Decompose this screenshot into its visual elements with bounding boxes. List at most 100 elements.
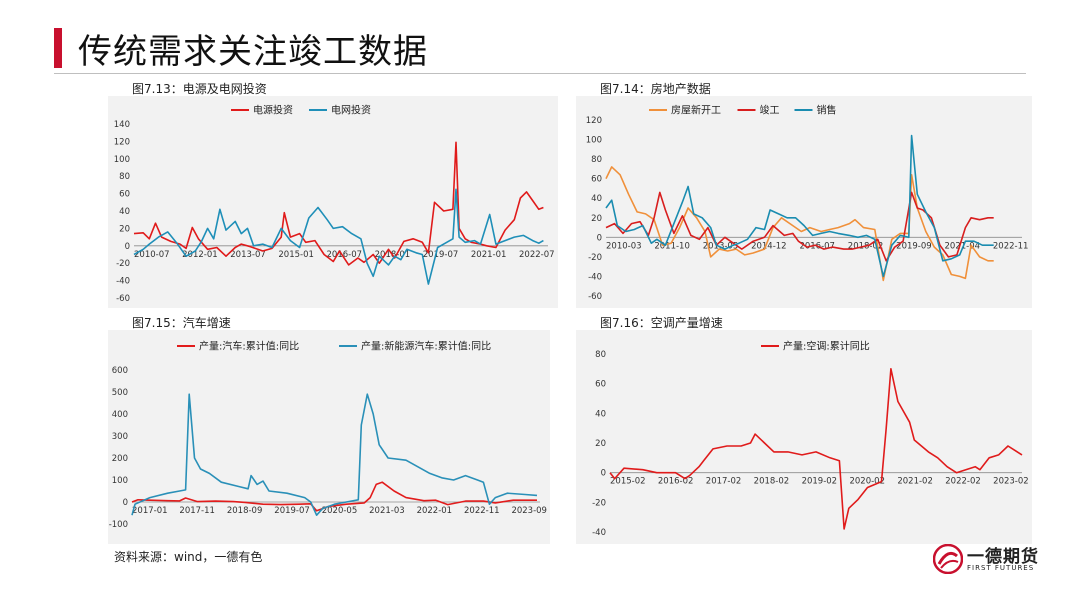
legend-label: 电源投资 — [253, 104, 293, 117]
x-tick-label: 2021-03 — [369, 506, 405, 516]
x-tick-label: 2023-02 — [993, 477, 1029, 487]
x-tick-label: 2022-02 — [945, 477, 981, 487]
y-tick-label: 300 — [112, 432, 128, 442]
plot-background — [108, 96, 558, 308]
y-tick-label: 600 — [112, 366, 128, 376]
legend-label: 竣工 — [760, 104, 780, 117]
legend-label: 电网投资 — [331, 104, 371, 117]
x-tick-label: 2011-10 — [654, 241, 690, 251]
y-tick-label: -60 — [588, 292, 602, 302]
y-tick-label: 100 — [114, 155, 130, 165]
x-tick-label: 2010-03 — [606, 241, 642, 251]
y-tick-label: 60 — [591, 175, 602, 185]
y-tick-label: 200 — [112, 454, 128, 464]
y-tick-label: 120 — [586, 116, 602, 126]
x-tick-label: 2017-01 — [132, 506, 168, 516]
y-tick-label: 0 — [125, 242, 130, 252]
x-tick-label: 2010-07 — [134, 250, 170, 260]
y-tick-label: 120 — [114, 137, 130, 147]
y-tick-label: 20 — [595, 439, 606, 449]
y-tick-label: 80 — [119, 172, 130, 182]
title-accent-bar — [54, 28, 62, 68]
y-tick-label: -20 — [592, 498, 606, 508]
x-tick-label: 2020-02 — [849, 477, 885, 487]
y-tick-label: -100 — [109, 520, 128, 530]
x-tick-label: 2022-11 — [993, 241, 1029, 251]
chart-panel-power-investment: 图7.13：电源及电网投资 -60 -40 -20 0 20 40 60 80 100 120 14… — [108, 80, 558, 308]
y-tick-label: 40 — [591, 194, 602, 204]
y-tick-label: 0 — [123, 498, 128, 508]
plot-background — [576, 330, 1032, 544]
logo-mark-icon — [933, 544, 963, 574]
x-tick-label: 2014-12 — [751, 241, 787, 251]
y-tick-label: 100 — [112, 476, 128, 486]
x-tick-label: 2013-07 — [230, 250, 266, 260]
legend-label: 产量:新能源汽车:累计值:同比 — [361, 340, 491, 353]
title-divider — [54, 73, 1026, 74]
series-line — [605, 191, 994, 262]
x-tick-label: 2020-05 — [322, 506, 358, 516]
chart-caption: 图7.16：空调产量增速 — [600, 316, 723, 330]
x-tick-label: 2015-01 — [278, 250, 314, 260]
chart-panel-auto-growth: 图7.15：汽车增速 -100 0 100 200 300 400 500 600 2017-0… — [108, 314, 550, 544]
logo-name: 一德期货 — [967, 547, 1039, 567]
logo-name-en: FIRST FUTURES — [967, 564, 1035, 572]
legend-label: 销售 — [817, 104, 837, 117]
y-tick-label: 500 — [112, 388, 128, 398]
x-tick-label: 2019-02 — [802, 477, 838, 487]
y-tick-label: 100 — [586, 136, 602, 146]
legend-label: 产量:空调:累计同比 — [783, 340, 870, 353]
x-tick-label: 2019-07 — [423, 250, 459, 260]
x-tick-label: 2018-02 — [754, 477, 790, 487]
legend-label: 产量:汽车:累计值:同比 — [199, 340, 299, 353]
y-tick-label: 80 — [591, 155, 602, 165]
chart-ac-growth: -40 -20 0 20 40 60 80 2015-02 2016-02 2017-02 2018… — [576, 330, 1032, 544]
x-tick-label: 2023-09 — [511, 506, 547, 516]
x-tick-label: 2017-02 — [706, 477, 742, 487]
chart-caption: 图7.14：房地产数据 — [600, 82, 711, 96]
x-tick-label: 2015-02 — [610, 477, 646, 487]
company-logo: 一德期货 FIRST FUTURES — [933, 540, 1043, 580]
y-tick-label: 40 — [119, 207, 130, 217]
y-tick-label: -40 — [116, 277, 130, 287]
x-tick-label: 2012-01 — [182, 250, 218, 260]
x-tick-label: 2016-07 — [327, 250, 363, 260]
y-tick-label: -60 — [116, 294, 130, 304]
y-tick-label: 80 — [595, 350, 606, 360]
x-tick-label: 2022-11 — [464, 506, 500, 516]
x-tick-label: 2021-04 — [945, 241, 981, 251]
y-tick-label: 400 — [112, 410, 128, 420]
series-line — [605, 134, 994, 278]
plot-background — [108, 330, 550, 544]
y-tick-label: -20 — [588, 253, 602, 263]
chart-auto-growth: -100 0 100 200 300 400 500 600 2017-01 2017-11 201… — [108, 330, 550, 544]
y-tick-label: 40 — [595, 409, 606, 419]
y-tick-label: 20 — [119, 224, 130, 234]
series-line — [609, 368, 1023, 530]
y-tick-label: 20 — [591, 214, 602, 224]
y-tick-label: -20 — [116, 259, 130, 269]
y-tick-label: -40 — [588, 272, 602, 282]
y-tick-label: 60 — [119, 190, 130, 200]
x-tick-label: 2021-02 — [897, 477, 933, 487]
chart-caption: 图7.13：电源及电网投资 — [132, 82, 267, 96]
series-line — [131, 481, 537, 512]
legend-label: 房屋新开工 — [671, 104, 721, 117]
chart-power-grid-investment: -60 -40 -20 0 20 40 60 80 100 120 140 2010-07 2012-0… — [108, 96, 558, 308]
x-tick-label: 2022-01 — [417, 506, 453, 516]
plot-background — [576, 96, 1032, 308]
series-line — [131, 393, 538, 516]
page-title: 传统需求关注竣工数据 — [78, 32, 428, 72]
series-line — [605, 166, 994, 282]
x-tick-label: 2017-11 — [179, 506, 215, 516]
chart-real-estate: -60 -40 -20 0 20 40 60 80 100 120 2010-03 2011-10 20… — [576, 96, 1032, 308]
chart-panel-real-estate: 图7.14：房地产数据 -60 -40 -20 0 20 40 60 80 100 120 2010… — [576, 80, 1032, 308]
series-line — [133, 188, 544, 285]
x-tick-label: 2018-09 — [227, 506, 263, 516]
x-tick-label: 2022-07 — [519, 250, 555, 260]
x-tick-label: 2019-09 — [896, 241, 932, 251]
x-tick-label: 2021-01 — [471, 250, 507, 260]
y-tick-label: 140 — [114, 120, 130, 130]
source-note: 资料来源：wind，一德有色 — [114, 550, 263, 564]
y-tick-label: 60 — [595, 380, 606, 390]
